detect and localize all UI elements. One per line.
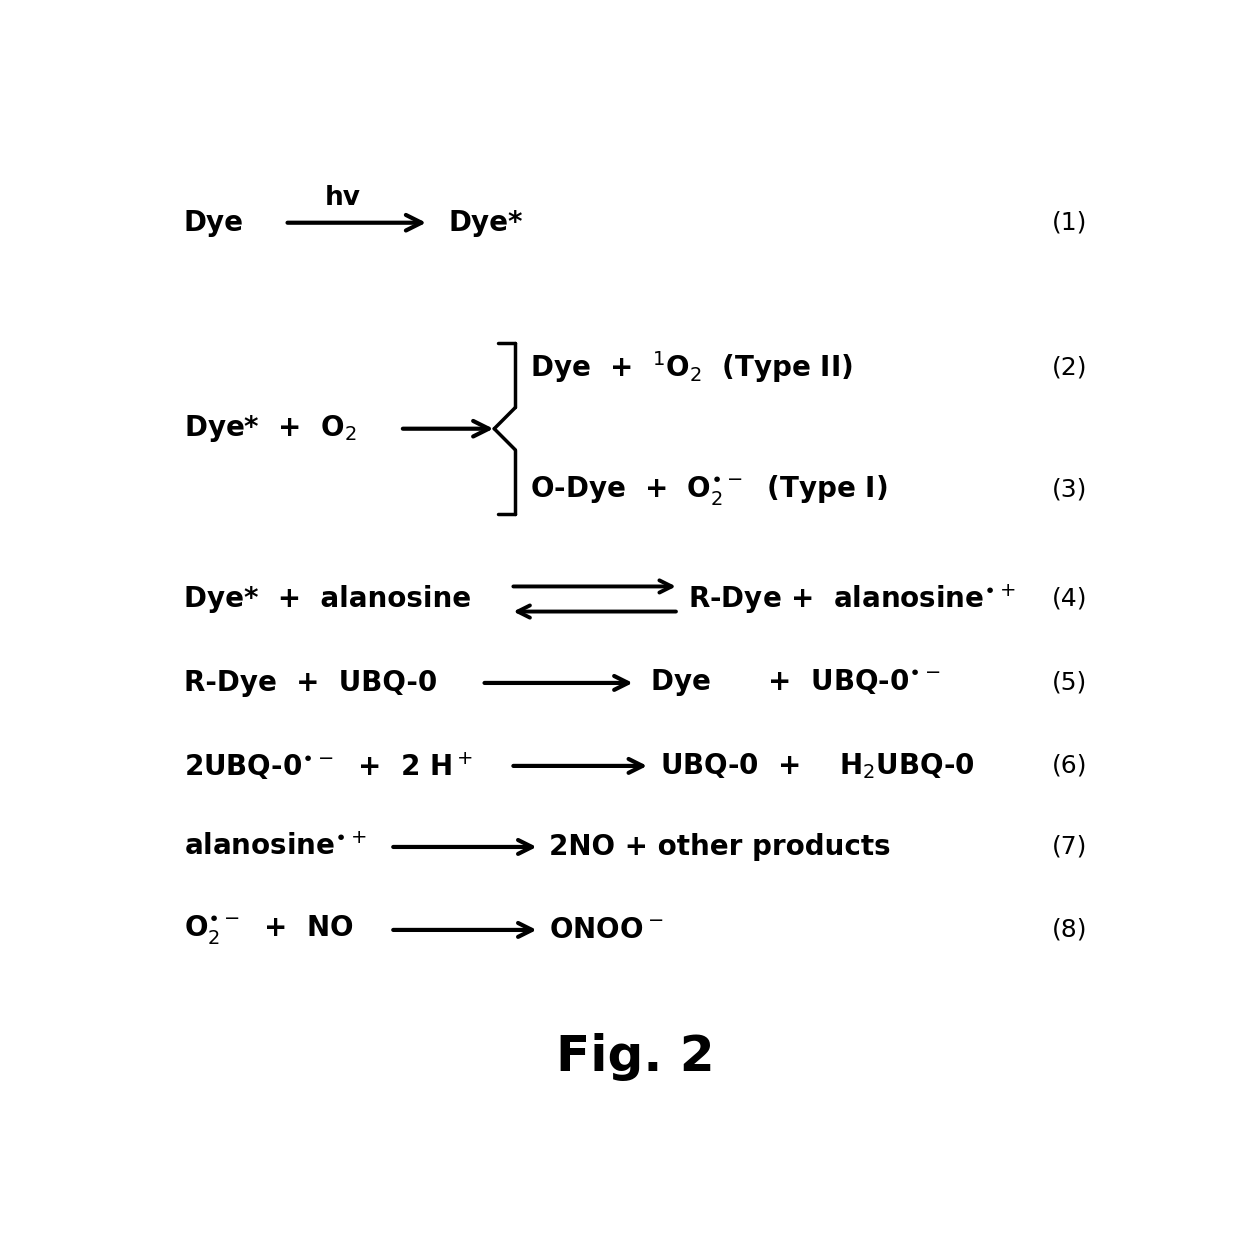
Text: Dye*: Dye* xyxy=(448,209,522,237)
Text: hv: hv xyxy=(325,184,361,211)
Text: ONOO$^-$: ONOO$^-$ xyxy=(549,916,663,944)
Text: (2): (2) xyxy=(1052,356,1087,380)
Text: (3): (3) xyxy=(1052,477,1087,502)
Text: 2NO + other products: 2NO + other products xyxy=(549,833,890,861)
Text: (4): (4) xyxy=(1052,586,1087,611)
Text: R-Dye +  alanosine$^{\bullet +}$: R-Dye + alanosine$^{\bullet +}$ xyxy=(688,583,1017,616)
Text: 2UBQ-0$^{\bullet -}$  +  2 H$^+$: 2UBQ-0$^{\bullet -}$ + 2 H$^+$ xyxy=(184,751,472,782)
Text: O$_2^{\bullet -}$  +  NO: O$_2^{\bullet -}$ + NO xyxy=(184,913,353,946)
Text: (5): (5) xyxy=(1052,670,1087,695)
Text: (6): (6) xyxy=(1052,754,1087,778)
Text: O-Dye  +  O$_2^{\bullet -}$  (Type I): O-Dye + O$_2^{\bullet -}$ (Type I) xyxy=(529,472,888,507)
Text: (7): (7) xyxy=(1052,834,1087,860)
Text: Dye: Dye xyxy=(184,209,244,237)
Text: Fig. 2: Fig. 2 xyxy=(557,1034,714,1081)
Text: R-Dye  +  UBQ-0: R-Dye + UBQ-0 xyxy=(184,669,436,697)
Text: Dye      +  UBQ-0$^{\bullet -}$: Dye + UBQ-0$^{\bullet -}$ xyxy=(650,668,941,698)
Text: alanosine$^{\bullet +}$: alanosine$^{\bullet +}$ xyxy=(184,833,367,861)
Text: Dye*  +  alanosine: Dye* + alanosine xyxy=(184,585,471,613)
Text: (8): (8) xyxy=(1052,918,1087,942)
Text: (1): (1) xyxy=(1052,211,1087,234)
Text: UBQ-0  +    H$_2$UBQ-0: UBQ-0 + H$_2$UBQ-0 xyxy=(660,751,975,781)
Text: Dye*  +  O$_2$: Dye* + O$_2$ xyxy=(184,413,356,445)
Text: Dye  +  $^1$O$_2$  (Type II): Dye + $^1$O$_2$ (Type II) xyxy=(529,350,852,386)
